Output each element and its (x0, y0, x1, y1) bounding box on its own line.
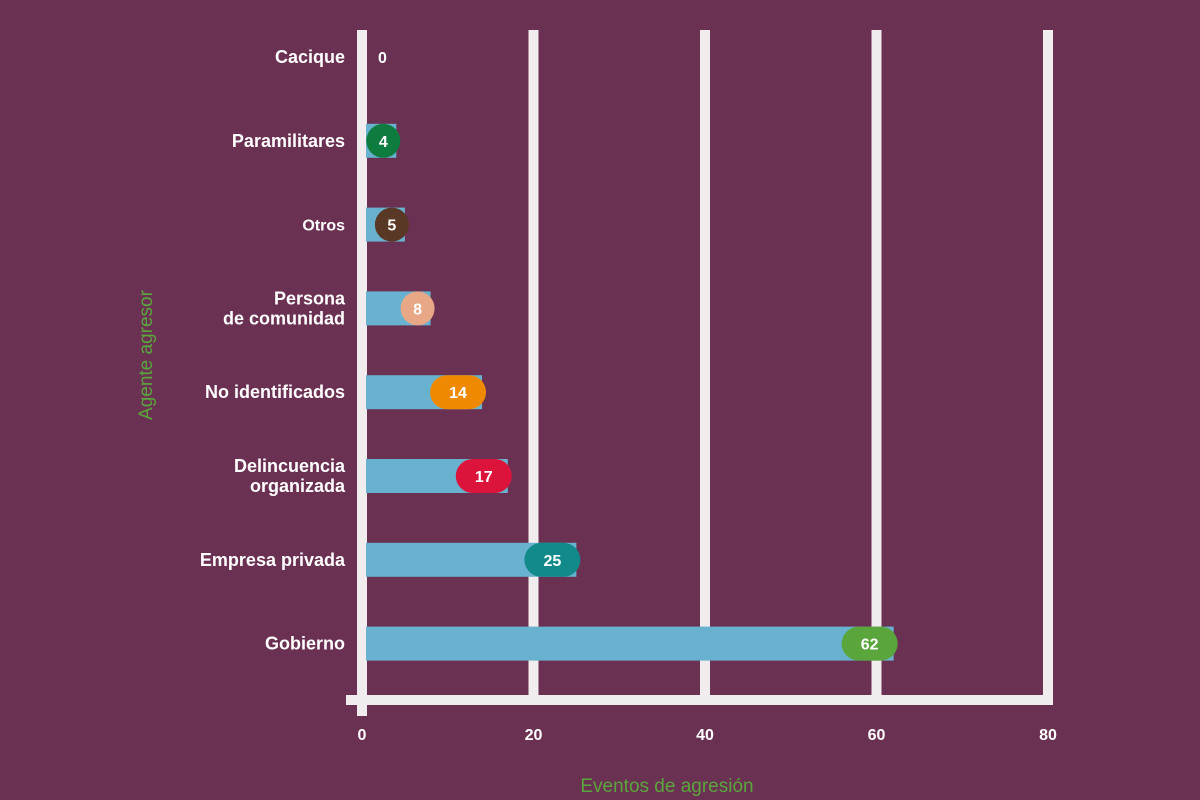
value-pill (841, 626, 898, 661)
value-label: 62 (861, 637, 879, 654)
value-pill (400, 291, 435, 326)
category-label: Otros (302, 218, 345, 235)
category-label: Paramilitares (232, 131, 345, 151)
x-tick-label-40: 40 (696, 727, 714, 744)
value-label: 25 (543, 553, 561, 570)
x-axis-title: Eventos de agresión (580, 776, 753, 797)
x-tick-label-20: 20 (525, 727, 543, 744)
value-pill (455, 459, 512, 493)
value-pill (374, 207, 409, 242)
x-tick-label-0: 0 (358, 727, 367, 744)
bar (366, 626, 894, 661)
grid-layer (346, 30, 1053, 716)
value-label: 8 (413, 301, 422, 318)
value-label: 0 (378, 50, 387, 67)
category-label: Cacique (275, 47, 345, 67)
value-label: 17 (475, 469, 493, 486)
value-pill (430, 375, 487, 410)
x-tick-label-80: 80 (1039, 727, 1057, 744)
value-label: 14 (449, 385, 467, 402)
category-label: No identificados (205, 382, 345, 402)
category-label: Gobierno (265, 634, 345, 654)
bar-layer (366, 123, 898, 661)
value-pill (366, 123, 401, 158)
category-label: Delincuencia organizada (234, 456, 346, 496)
y-axis-title: Agente agresor (136, 289, 157, 420)
category-label: Persona de comunidad (223, 288, 346, 328)
value-pill (524, 542, 581, 577)
value-label: 5 (387, 218, 396, 235)
value-label: 4 (379, 134, 388, 151)
x-tick-label-60: 60 (868, 727, 886, 744)
category-label: Empresa privada (200, 550, 346, 570)
label-layer: 0 20 40 60 80 Cacique 0 Paramilitares 4 Otros 5 Per… (200, 47, 1057, 744)
